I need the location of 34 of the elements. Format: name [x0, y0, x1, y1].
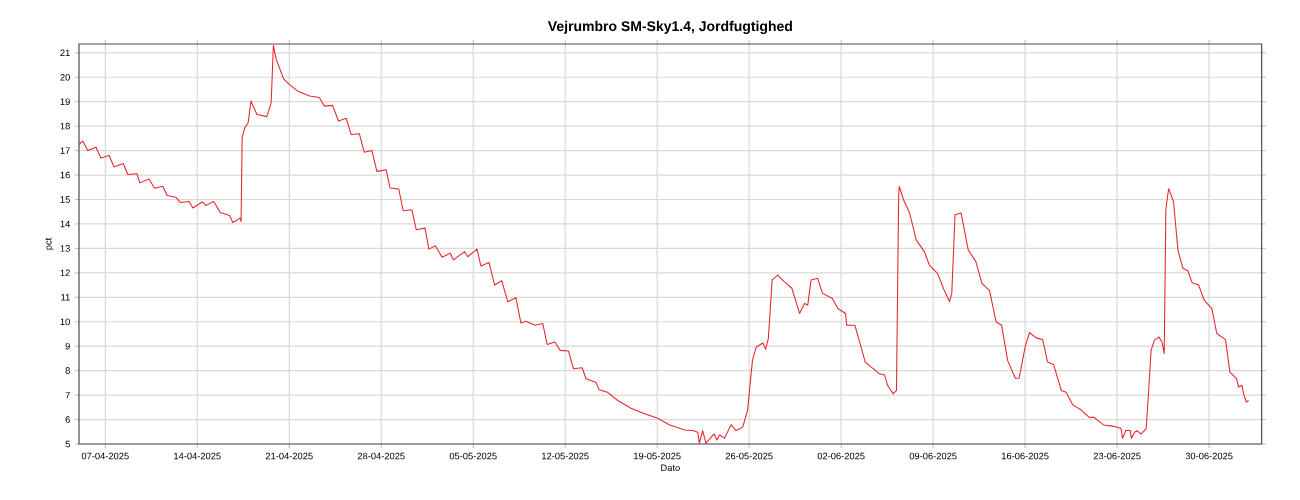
- x-tick-label: 14-04-2025: [174, 452, 221, 460]
- x-tick-label: 09-06-2025: [909, 452, 957, 460]
- y-tick-label: 21: [60, 49, 70, 57]
- line-series: [79, 44, 1250, 444]
- x-tick-label: 30-06-2025: [1185, 452, 1233, 460]
- y-tick-label: 11: [61, 294, 70, 301]
- y-tick-label: 16: [60, 171, 70, 179]
- chart-title: Vejrumbro SM-Sky1.4, Jordfugtighed: [547, 20, 792, 34]
- y-tick-label: 9: [65, 342, 70, 350]
- y-tick-label: 12: [60, 269, 70, 277]
- x-tick-label: 26-05-2025: [725, 452, 773, 460]
- y-axis-title: pct: [45, 237, 54, 250]
- y-tick-label: 13: [60, 245, 70, 252]
- y-tick-label: 14: [60, 220, 71, 228]
- y-tick-label: 8: [65, 367, 70, 374]
- x-tick-label: 23-06-2025: [1093, 452, 1141, 460]
- y-tick-label: 19: [60, 98, 70, 105]
- y-tick-label: 5: [65, 440, 70, 448]
- y-tick-label: 6: [65, 416, 70, 423]
- y-tick-label: 17: [60, 147, 70, 154]
- y-tick-label: 18: [60, 122, 70, 130]
- y-tick-label: 7: [65, 391, 70, 399]
- x-tick-label: 02-06-2025: [817, 452, 865, 460]
- x-axis-title: Dato: [661, 464, 680, 471]
- x-tick-label: 16-06-2025: [1001, 452, 1049, 460]
- y-tick-label: 10: [60, 318, 70, 326]
- y-tick-label: 15: [60, 196, 70, 203]
- x-tick-label: 07-04-2025: [81, 452, 129, 460]
- x-tick-label: 05-05-2025: [449, 452, 497, 460]
- y-tick-label: 20: [60, 73, 70, 81]
- x-tick-label: 19-05-2025: [634, 452, 681, 460]
- x-tick-label: 28-04-2025: [357, 452, 405, 460]
- x-tick-label: 21-04-2025: [265, 452, 313, 460]
- x-tick-label: 12-05-2025: [542, 452, 589, 460]
